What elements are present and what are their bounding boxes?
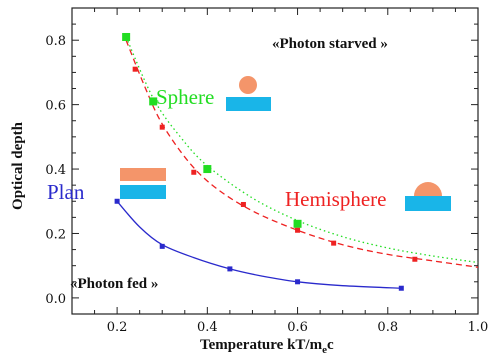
y-tick-label: 0.6 — [45, 99, 66, 114]
series-markers — [114, 32, 418, 291]
data-point-plan — [159, 243, 165, 249]
y-axis-title: Optical depth — [10, 121, 26, 210]
series-label-hemisphere: Hemisphere — [285, 187, 386, 211]
axes-ticks — [71, 8, 479, 314]
hemisphere-geometry-icon — [405, 182, 451, 211]
data-point-plan — [398, 285, 404, 291]
plan-geometry-icon — [120, 168, 166, 199]
y-tick-label: 0.0 — [45, 292, 66, 307]
sphere-source-icon — [239, 76, 257, 94]
series-label-plan: Plan — [47, 180, 85, 204]
data-point-hemisphere — [331, 240, 337, 246]
sphere-ground-icon — [226, 97, 271, 111]
y-tick-label: 0.4 — [45, 163, 66, 178]
y-tick-label: 0.2 — [45, 227, 66, 242]
x-tick-label: 0.4 — [197, 320, 218, 335]
data-point-plan — [114, 198, 120, 204]
data-point-hemisphere — [240, 201, 246, 207]
data-point-plan — [227, 266, 233, 272]
data-point-hemisphere — [412, 256, 418, 262]
y-tick-label: 0.8 — [45, 34, 66, 49]
data-point-hemisphere — [159, 124, 165, 130]
x-axis-title: Temperature kT/mec — [200, 337, 334, 356]
hemisphere-ground-icon — [405, 196, 451, 211]
annotation-photon-starved: «Photon starved » — [272, 36, 388, 52]
data-point-hemisphere — [295, 227, 301, 233]
x-tick-label: 0.6 — [287, 320, 308, 335]
x-tick-label: 1.0 — [468, 320, 489, 335]
x-axis-title-subscript: e — [322, 344, 327, 356]
data-point-sphere — [122, 32, 131, 41]
series-line-hemisphere — [125, 39, 479, 268]
series-curves — [116, 36, 479, 289]
data-point-sphere — [293, 219, 302, 228]
series-label-sphere: Sphere — [156, 85, 214, 109]
x-tick-label: 0.8 — [377, 320, 398, 335]
data-point-plan — [295, 279, 301, 285]
annotation-photon-fed: «Photon fed » — [70, 276, 158, 292]
x-tick-label: 0.2 — [107, 320, 128, 335]
data-point-hemisphere — [132, 66, 138, 72]
hemisphere-source-icon — [414, 182, 442, 196]
data-point-sphere — [203, 165, 212, 174]
sphere-geometry-icon — [226, 76, 271, 111]
tick-labels: 0.2 0.4 0.6 0.8 1.0 0.0 0.2 0.4 0.6 0.8 — [45, 34, 488, 335]
plan-ground-icon — [120, 185, 166, 199]
plan-source-icon — [120, 168, 166, 181]
x-axis-title-tail: c — [327, 337, 334, 353]
data-point-sphere — [149, 97, 158, 106]
x-axis-title-main: Temperature kT/m — [200, 337, 323, 353]
data-point-hemisphere — [191, 169, 197, 175]
